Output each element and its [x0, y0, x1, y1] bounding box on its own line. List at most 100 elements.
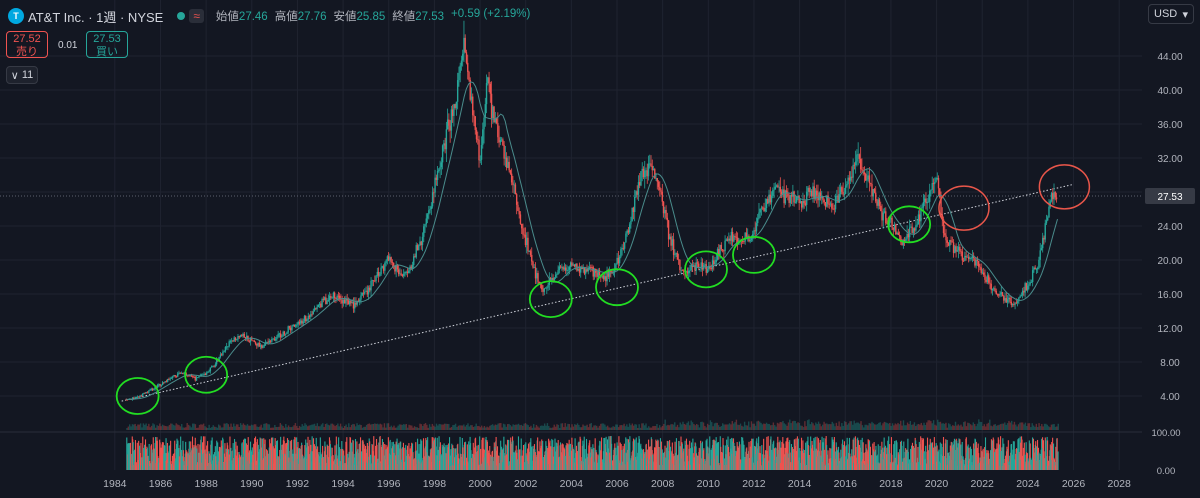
candle-body: [808, 187, 810, 193]
candle-body: [760, 207, 763, 209]
oscillator-bar: [548, 438, 550, 470]
candle-body: [785, 190, 788, 194]
volume-bar: [634, 424, 636, 430]
candle-body: [562, 267, 564, 270]
candle-body: [907, 233, 910, 238]
candle-body: [955, 246, 957, 252]
volume-bar: [946, 427, 949, 430]
price-axis[interactable]: 4.008.0012.0016.0020.0024.0028.0032.0036…: [1145, 52, 1195, 477]
candle-body: [725, 239, 728, 241]
oscillator-bar: [462, 447, 464, 470]
oscillator-bar: [939, 442, 941, 470]
volume-bar: [285, 423, 287, 430]
oscillator-bar: [341, 441, 343, 470]
oscillator-bar: [200, 436, 202, 470]
oscillator-bar: [727, 446, 730, 470]
oscillator-bar: [1045, 440, 1047, 470]
volume-bar: [691, 422, 694, 430]
green-circle-annotation: [887, 205, 932, 244]
candle-body: [351, 302, 353, 303]
oscillator-bar: [350, 442, 352, 470]
candle-body: [243, 333, 245, 338]
candle-body: [572, 264, 574, 266]
candle-body: [787, 193, 789, 197]
volume-bar: [890, 425, 892, 430]
volume-bar: [241, 424, 243, 430]
oscillator-bar: [748, 441, 750, 470]
volume-bar: [201, 424, 203, 430]
candle-body: [936, 177, 938, 179]
volume-bar: [850, 421, 853, 430]
volume-bar: [774, 425, 776, 430]
volume-bar: [913, 422, 916, 430]
currency-label: USD: [1154, 8, 1178, 20]
green-circle-annotation: [732, 235, 776, 274]
candle-body: [312, 311, 314, 315]
volume-bar: [646, 427, 649, 430]
volume-bar: [827, 424, 829, 430]
volume-bar: [438, 423, 440, 430]
oscillator-bar: [394, 444, 396, 470]
oscillator-bar: [278, 456, 280, 470]
oscillator-bar: [928, 444, 930, 470]
volume-bar: [1047, 426, 1050, 430]
sell-button[interactable]: 27.52 売り: [6, 31, 48, 58]
candle-body: [824, 202, 827, 207]
volume-bar: [917, 423, 920, 430]
x-tick-label: 2022: [971, 478, 995, 490]
volume-bar: [697, 424, 699, 430]
oscillator-bar: [453, 447, 455, 470]
volume-bar: [317, 426, 320, 430]
candle-body: [630, 220, 632, 225]
oscillator-bar: [271, 437, 273, 470]
volume-bar: [337, 423, 339, 430]
volume-bar: [208, 424, 210, 430]
candle-body: [927, 201, 930, 203]
market-status[interactable]: ≈: [173, 9, 204, 23]
volume-bar: [196, 427, 198, 430]
oscillator-bar: [129, 442, 131, 470]
volume-bar: [719, 426, 721, 430]
candle-body: [219, 354, 222, 357]
oscillator-bar: [622, 446, 624, 470]
oscillator-bar: [198, 452, 200, 470]
volume-bar: [313, 423, 316, 430]
volume-bar: [407, 427, 409, 430]
oscillator-bar: [464, 442, 466, 470]
volume-bar: [354, 426, 357, 430]
oscillator-bar: [687, 444, 689, 470]
candle-body: [885, 211, 887, 224]
candle-body: [870, 183, 872, 185]
buy-button[interactable]: 27.53 買い: [86, 31, 128, 58]
indicators-toggle-button[interactable]: ∨ 11: [6, 66, 38, 84]
candle-body: [1013, 304, 1015, 305]
oscillator-bar: [387, 437, 389, 470]
oscillator-bar: [779, 440, 781, 470]
oscillator-bar: [168, 445, 170, 470]
volume-bar: [639, 427, 642, 430]
candle-body: [448, 119, 450, 126]
candle-body: [945, 235, 947, 241]
currency-select[interactable]: USD ▾: [1148, 4, 1194, 24]
oscillator-bar: [1001, 447, 1003, 470]
oscillator-bar: [669, 440, 671, 470]
volume-bar: [686, 422, 688, 430]
volume-bar: [771, 425, 773, 430]
volume-bar: [316, 423, 319, 430]
volume-bar: [272, 427, 275, 430]
volume-bar: [533, 424, 535, 430]
candle-body: [605, 276, 607, 282]
oscillator-bar: [196, 448, 198, 470]
oscillator-bar: [267, 453, 269, 470]
volume-bar: [254, 424, 257, 430]
volume-bar: [752, 423, 754, 430]
candle-body: [623, 242, 626, 249]
volume-bar: [1035, 423, 1038, 430]
symbol-title[interactable]: AT&T Inc. · 1週 · NYSE: [28, 9, 164, 25]
candle-body: [965, 255, 967, 258]
time-axis[interactable]: 1984 1986 1988 1990 1992 1994 1996 1998 2000 2002…: [103, 478, 1131, 490]
candle-body: [396, 265, 399, 270]
candle-body: [1054, 192, 1056, 198]
candle-body: [838, 194, 841, 203]
